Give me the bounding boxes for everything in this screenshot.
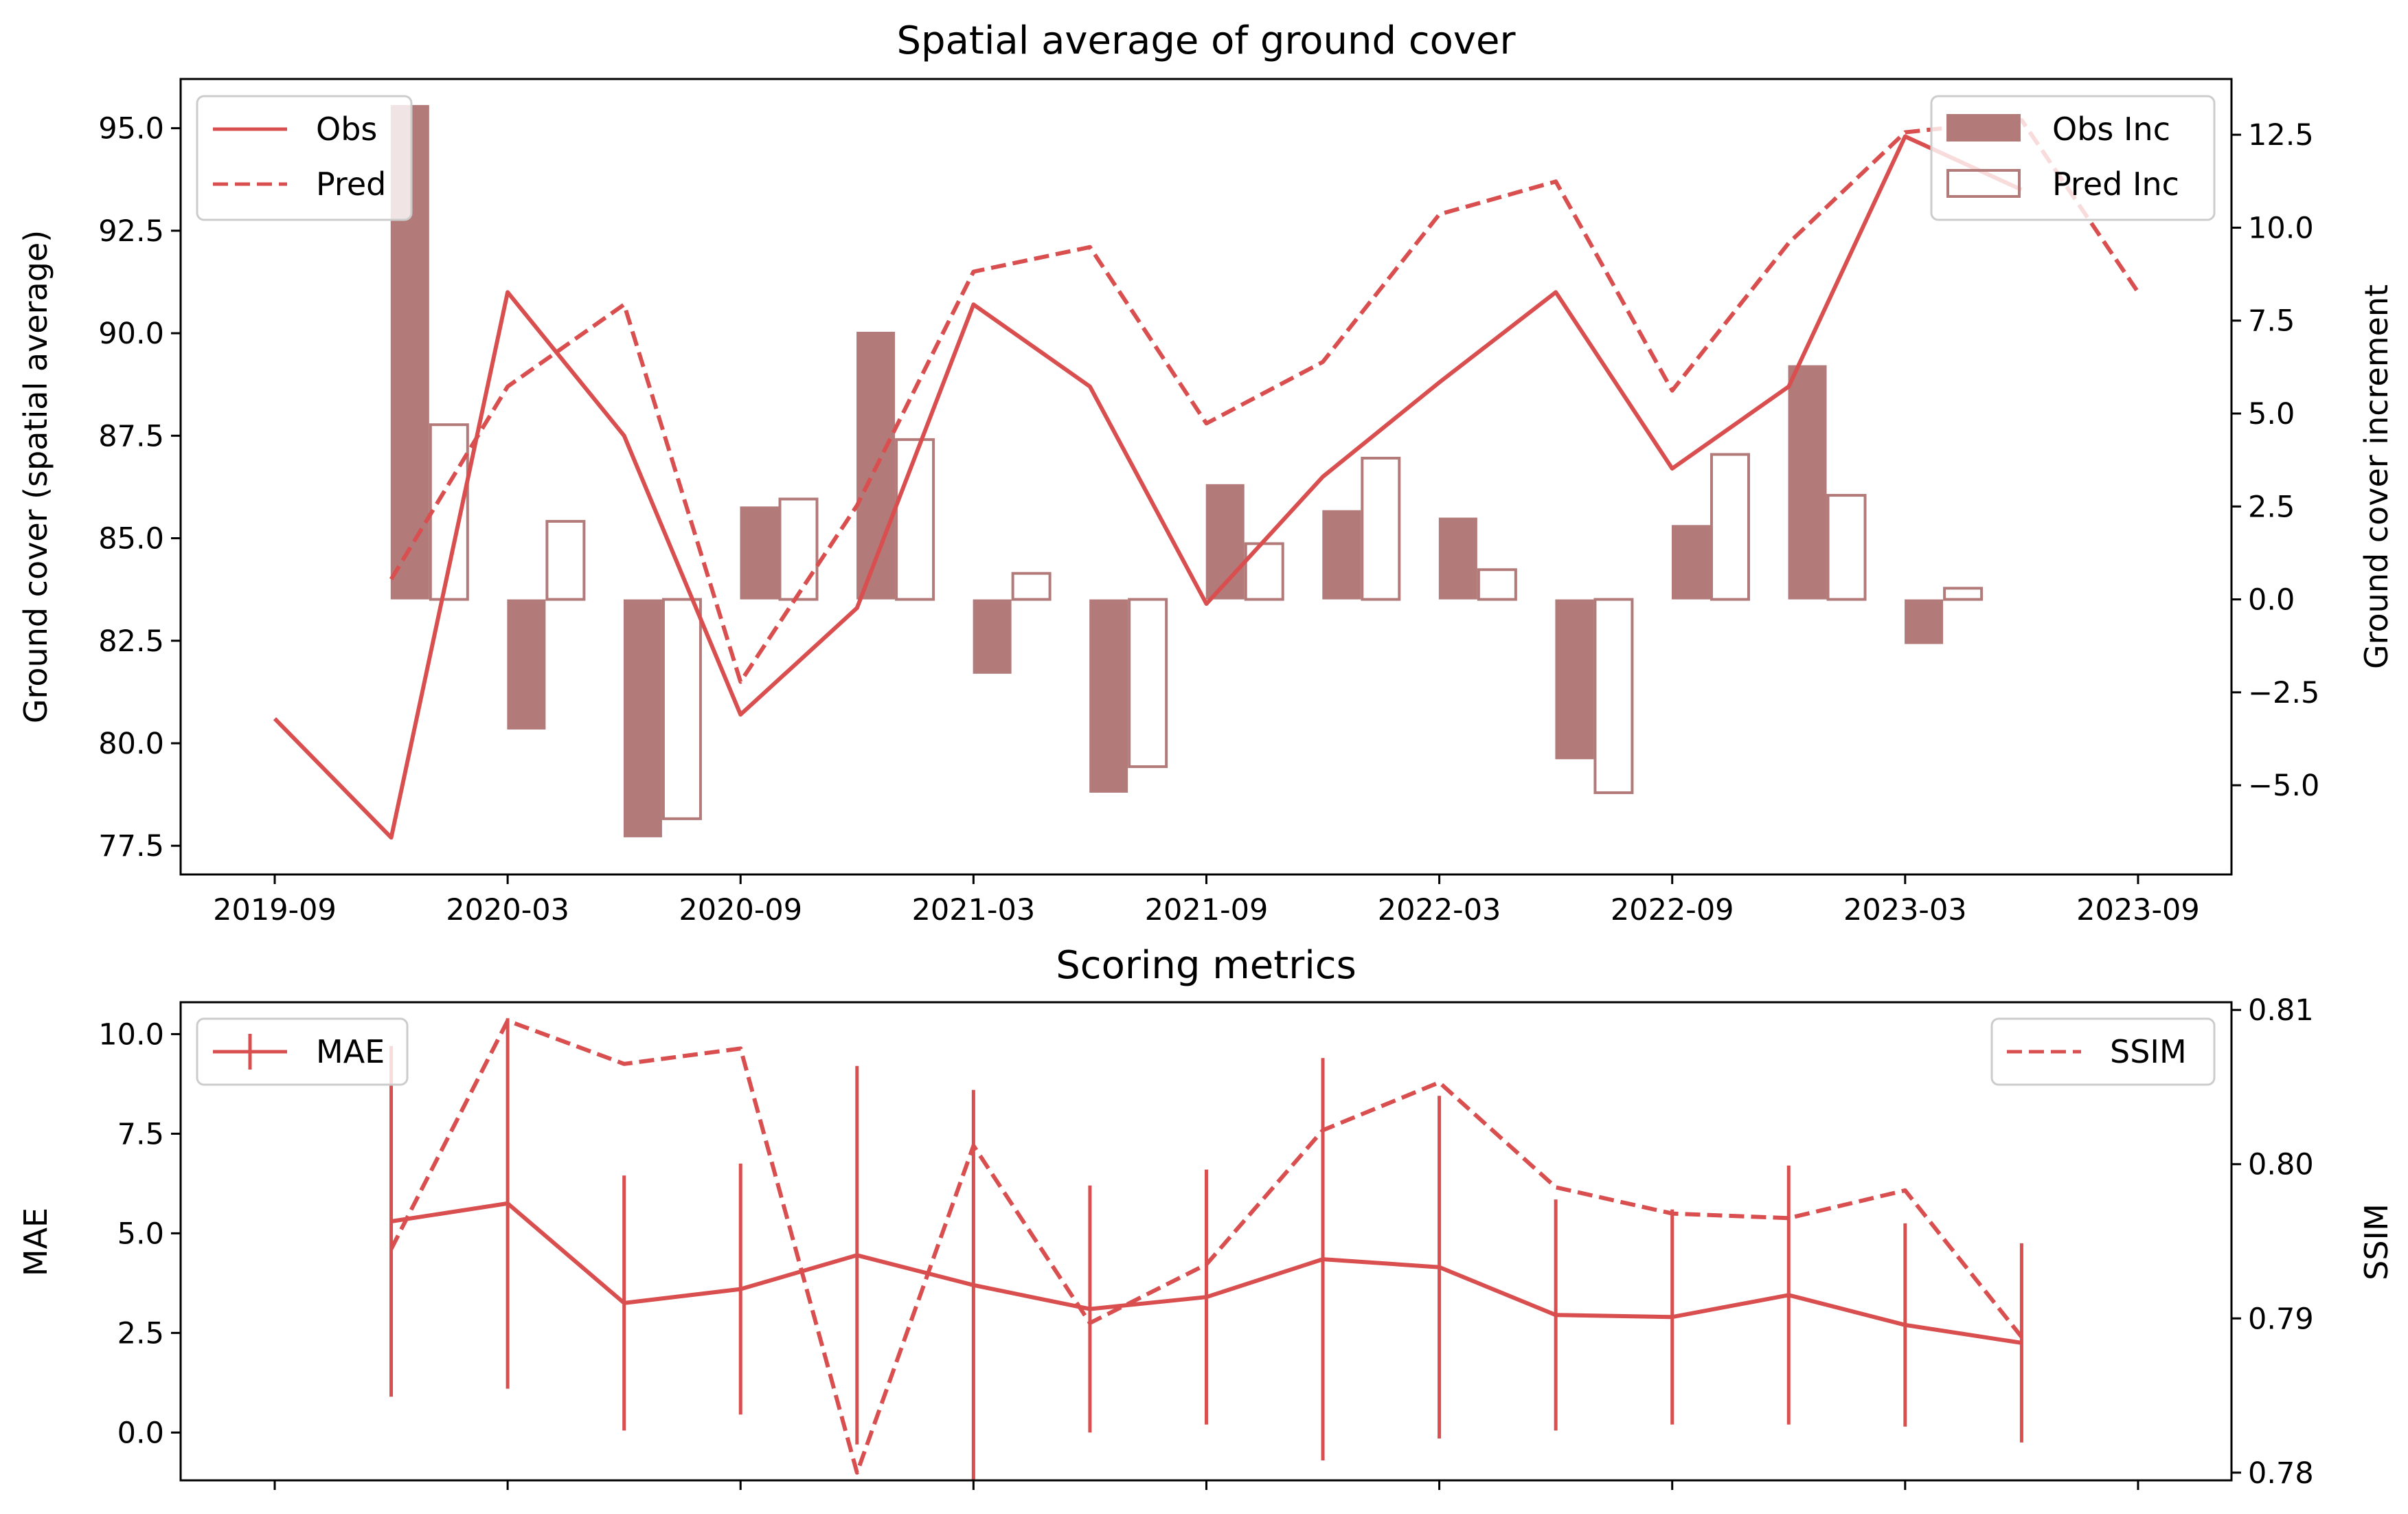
top-x-tick-label: 2020-09: [679, 893, 802, 927]
legend-ssim-label: SSIM: [2110, 1033, 2187, 1070]
legend-pred-inc-label: Pred Inc: [2052, 166, 2179, 203]
top-x-tick-label: 2020-03: [446, 893, 569, 927]
legend-mae-label: MAE: [316, 1033, 385, 1070]
obs-inc-bar: [1788, 365, 1827, 600]
legend-lines: Obs Pred: [196, 95, 413, 221]
obs-inc-bar: [973, 599, 1012, 674]
ssim-line: [389, 1018, 2023, 1475]
top-y-tick-label: 87.5: [98, 419, 164, 453]
top-y2-axis-label: Ground cover increment: [2358, 284, 2395, 669]
bottom-y-tick-label: 5.0: [117, 1217, 164, 1251]
top-x-tick-label: 2022-03: [1378, 893, 1501, 927]
top-y2-tick-label: −5.0: [2248, 769, 2319, 803]
ground-cover-chart: Spatial average of ground cover 77.5 80.0…: [17, 19, 2395, 927]
bottom-y-tick-label: 0.0: [117, 1416, 164, 1450]
top-right-axis: −5.0 −2.5 0.0 2.5 5.0 7.5 10.0 12.5: [2231, 118, 2319, 803]
top-y-tick-label: 82.5: [98, 624, 164, 659]
legend-ssim: SSIM: [1990, 1017, 2216, 1086]
top-x-tick-label: 2023-03: [1843, 893, 1967, 927]
bottom-y2-tick-label: 0.78: [2248, 1456, 2314, 1491]
ground-cover-lines: [273, 117, 2140, 840]
pred-inc-bar: [1011, 572, 1052, 601]
legend-pred-inc-swatch: [1946, 169, 2021, 198]
pred-inc-bar: [1477, 568, 1517, 601]
legend-mae: MAE: [196, 1017, 409, 1086]
obs-inc-bar: [1089, 599, 1128, 793]
bottom-chart-title: Scoring metrics: [1056, 943, 1356, 988]
obs-inc-bar: [623, 599, 662, 837]
legend-obs-inc-label: Obs Inc: [2052, 111, 2170, 148]
top-y2-tick-label: 10.0: [2248, 211, 2314, 245]
obs-inc-bar: [1438, 517, 1477, 600]
top-y-tick-label: 80.0: [98, 727, 164, 761]
top-y2-tick-label: 7.5: [2248, 304, 2295, 339]
pred-inc-bar: [1128, 598, 1168, 769]
top-y2-tick-label: 0.0: [2248, 583, 2295, 618]
top-x-tick-label: 2021-09: [1145, 893, 1269, 927]
top-x-tick-label: 2019-09: [213, 893, 337, 927]
mae-line: [391, 1201, 2022, 1345]
top-chart-title: Spatial average of ground cover: [896, 19, 1516, 63]
pred-inc-bar: [661, 598, 702, 820]
obs-line: [273, 134, 2023, 840]
top-left-axis: 77.5 80.0 82.5 85.0 87.5 90.0 92.5 95.0: [98, 112, 181, 863]
bottom-y-tick-label: 7.5: [117, 1117, 164, 1151]
obs-inc-bar: [507, 599, 546, 730]
bottom-right-axis: 0.78 0.79 0.80 0.81: [2231, 993, 2314, 1491]
top-y2-tick-label: 12.5: [2248, 118, 2314, 152]
obs-inc-bar: [1322, 510, 1361, 600]
top-x-tick-label: 2023-09: [2076, 893, 2200, 927]
obs-inc-bar: [740, 506, 779, 600]
top-y-tick-label: 92.5: [98, 214, 164, 249]
pred-inc-bar: [1826, 494, 1867, 601]
bottom-y2-tick-label: 0.79: [2248, 1302, 2314, 1336]
top-y2-tick-label: 2.5: [2248, 490, 2295, 524]
top-x-axis: 2019-09 2020-03 2020-09 2021-03 2021-09 2022-…: [213, 874, 2200, 927]
top-y-tick-label: 85.0: [98, 522, 164, 556]
bottom-y-axis-label: MAE: [17, 1208, 54, 1276]
legend-bars: Obs Inc Pred Inc: [1930, 95, 2216, 221]
top-x-tick-label: 2021-03: [912, 893, 1036, 927]
top-y-axis-label: Ground cover (spatial average): [17, 230, 54, 723]
legend-ssim-box: [1990, 1017, 2216, 1086]
top-y2-tick-label: 5.0: [2248, 397, 2295, 431]
bottom-y-tick-label: 10.0: [98, 1017, 164, 1052]
metric-series: [389, 1018, 2023, 1480]
bottom-y2-axis-label: SSIM: [2358, 1204, 2395, 1280]
obs-inc-bar: [1671, 525, 1710, 600]
obs-inc-bar: [1205, 484, 1245, 600]
pred-line: [389, 117, 2140, 684]
bottom-left-axis: 0.0 2.5 5.0 7.5 10.0: [98, 1017, 181, 1450]
pred-inc-bar: [1943, 587, 1984, 601]
obs-inc-bar: [1555, 599, 1594, 760]
bottom-y-tick-label: 2.5: [117, 1316, 164, 1351]
legend-obs-label: Obs: [316, 111, 377, 148]
top-y-tick-label: 90.0: [98, 317, 164, 351]
pred-inc-bar: [1593, 598, 1634, 794]
scoring-metrics-chart: Scoring metrics 0.02.55.07.510.0 0.780.7…: [17, 943, 2395, 1491]
pred-inc-bar: [1361, 456, 1401, 601]
bottom-y2-tick-label: 0.81: [2248, 993, 2314, 1028]
legend-obs-inc-swatch: [1946, 114, 2021, 142]
pred-inc-bar: [895, 438, 935, 601]
pred-inc-bar: [545, 519, 586, 601]
bottom-x-axis: [273, 1480, 2139, 1490]
top-y-tick-label: 95.0: [98, 112, 164, 146]
legend-lines-box: [196, 95, 413, 221]
bottom-y2-tick-label: 0.80: [2248, 1148, 2314, 1182]
pred-inc-bar: [1710, 453, 1750, 601]
legend-pred-label: Pred: [316, 166, 386, 203]
top-y-tick-label: 77.5: [98, 829, 164, 863]
obs-inc-bar: [1905, 599, 1944, 644]
pred-inc-bar: [778, 497, 819, 601]
top-y2-tick-label: −2.5: [2248, 676, 2319, 710]
top-x-tick-label: 2022-09: [1611, 893, 1734, 927]
